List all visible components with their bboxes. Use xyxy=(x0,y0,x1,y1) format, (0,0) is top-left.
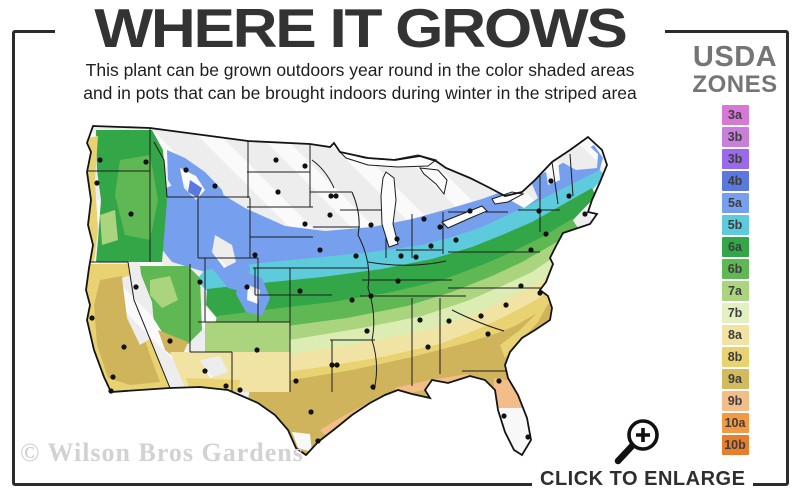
zone-swatch-9a: 9a xyxy=(721,369,749,389)
zone-swatch-5a: 5a xyxy=(721,193,749,213)
zone-swatch-10a: 10a xyxy=(721,413,749,433)
lake-huron xyxy=(418,167,448,196)
zone-swatch-9b: 9b xyxy=(721,391,749,411)
zone-swatch-8a: 8a xyxy=(721,325,749,345)
zone-swatch-3b: 3b xyxy=(721,127,749,147)
click-to-enlarge-button[interactable]: CLICK TO ENLARGE xyxy=(532,466,754,493)
zone-swatch-3b: 3b xyxy=(721,149,749,169)
lake-ontario xyxy=(491,191,525,205)
usda-zones-legend: USDA ZONES 3a 3b 3b 4b 5a 5b 6a 6b 7a 7b 8a 8b 9a 9b 1… xyxy=(683,42,787,455)
header: WHERE IT GROWS This plant can be grown o… xyxy=(55,0,665,110)
lake-erie xyxy=(441,205,488,229)
watermark: © Wilson Bros Gardens xyxy=(20,438,304,467)
zone-swatch-column: 3a 3b 3b 4b 5a 5b 6a 6b 7a 7b 8a 8b 9a 9b 10a 10b xyxy=(683,105,787,455)
zone-swatch-7a: 7a xyxy=(721,281,749,301)
zone-swatch-5b: 5b xyxy=(721,215,749,235)
zone-swatch-6a: 6a xyxy=(721,237,749,257)
zone-swatch-7b: 7b xyxy=(721,303,749,323)
lake-michigan xyxy=(380,171,399,248)
zone-swatch-10b: 10b xyxy=(721,435,749,455)
legend-heading-zones: ZONES xyxy=(692,71,778,98)
subtitle: This plant can be grown outdoors year ro… xyxy=(55,59,665,109)
subtitle-line-1: This plant can be grown outdoors year ro… xyxy=(85,60,635,80)
great-lakes xyxy=(338,151,525,248)
zone-swatch-8b: 8b xyxy=(721,347,749,367)
magnifier-plus-icon[interactable] xyxy=(606,414,664,468)
zone-swatch-4b: 4b xyxy=(721,171,749,191)
legend-heading-usda: USDA xyxy=(692,41,778,73)
zone-swatch-6b: 6b xyxy=(721,259,749,279)
page-title: WHERE IT GROWS xyxy=(94,0,627,59)
us-outline xyxy=(85,125,608,457)
state-borders xyxy=(86,128,574,392)
subtitle-line-2: and in pots that can be brought indoors … xyxy=(83,83,637,104)
city-dots xyxy=(89,157,588,444)
zone-shading xyxy=(86,126,607,455)
zone-swatch-3a: 3a xyxy=(721,105,749,125)
